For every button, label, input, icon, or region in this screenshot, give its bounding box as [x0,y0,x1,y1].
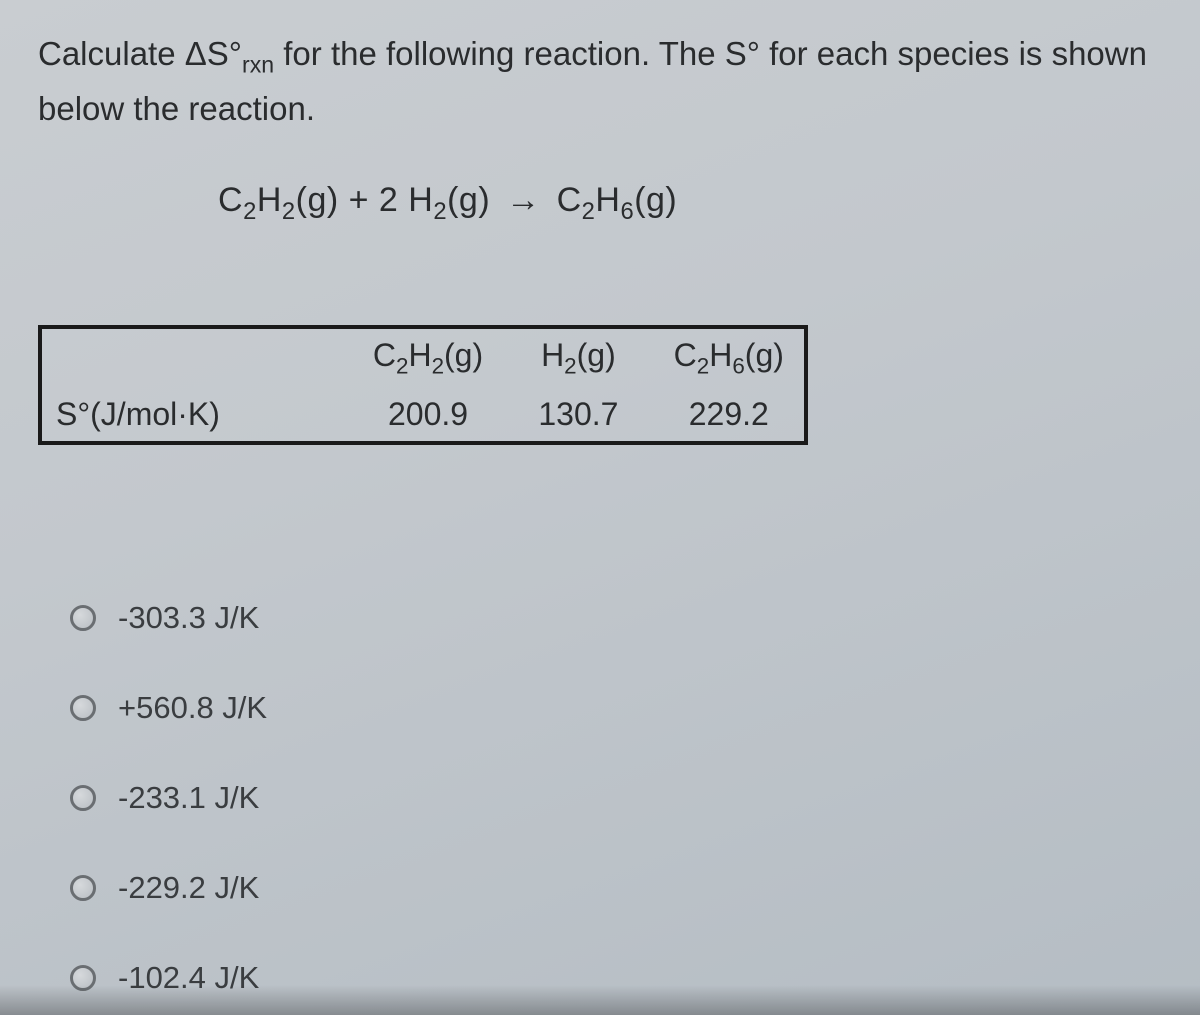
option-a[interactable]: -303.3 J/K [70,600,1162,636]
row-label: S°(J/mol·K) [42,388,353,441]
option-label: -303.3 J/K [118,600,259,636]
option-label: -233.1 J/K [118,780,259,816]
col-header-c2h6: C2H6(g) [654,329,804,387]
option-label: -102.4 J/K [118,960,259,996]
radio-icon[interactable] [70,875,96,901]
table-row: S°(J/mol·K) 200.9 130.7 229.2 [42,388,804,441]
arrow-icon: → [506,181,541,219]
cell-h2: 130.7 [503,388,653,441]
col-header-c2h2: C2H2(g) [353,329,503,387]
radio-icon[interactable] [70,605,96,631]
cell-c2h6: 229.2 [654,388,804,441]
entropy-table: C2H2(g) H2(g) C2H6(g) S°(J/mol·K) 200.9 … [38,325,808,444]
option-b[interactable]: +560.8 J/K [70,690,1162,726]
prompt-pre: Calculate ΔS° [38,35,242,72]
option-e[interactable]: -102.4 J/K [70,960,1162,996]
reaction-equation: C2H2(g) + 2 H2(g) → C2H6(g) [218,181,1162,226]
answer-options: -303.3 J/K +560.8 J/K -233.1 J/K -229.2 … [38,600,1162,996]
radio-icon[interactable] [70,965,96,991]
option-label: +560.8 J/K [118,690,267,726]
option-label: -229.2 J/K [118,870,259,906]
prompt-sub: rxn [242,52,274,78]
col-header-h2: H2(g) [503,329,653,387]
table-row: C2H2(g) H2(g) C2H6(g) [42,329,804,387]
cell-c2h2: 200.9 [353,388,503,441]
option-d[interactable]: -229.2 J/K [70,870,1162,906]
radio-icon[interactable] [70,695,96,721]
option-c[interactable]: -233.1 J/K [70,780,1162,816]
question-prompt: Calculate ΔS°rxn for the following react… [38,28,1162,135]
radio-icon[interactable] [70,785,96,811]
